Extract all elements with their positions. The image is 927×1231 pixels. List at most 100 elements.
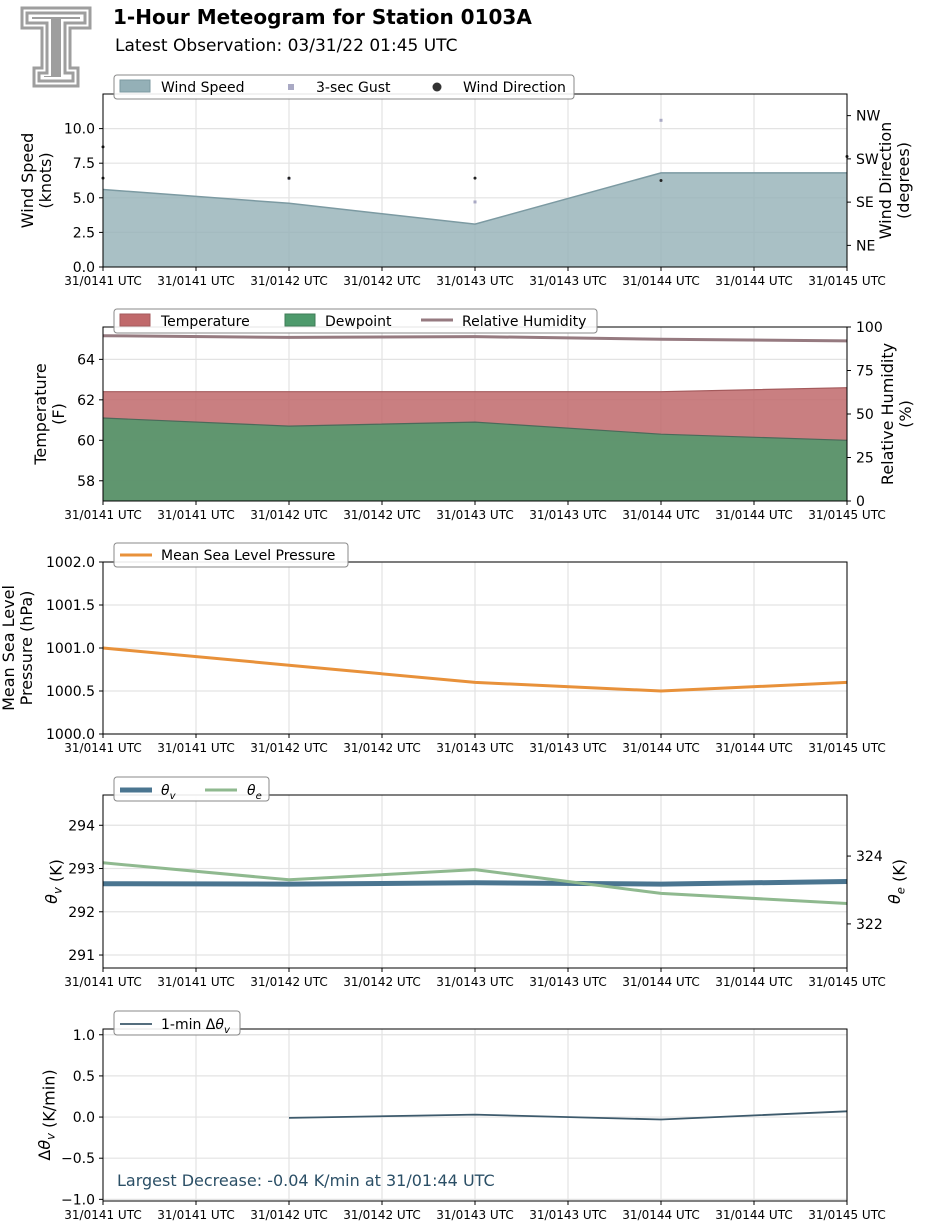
y-tick-label: 1000.0	[46, 727, 95, 743]
legend-label-direction: Wind Direction	[463, 80, 566, 96]
x-tick-label: 31/0143 UTC	[529, 508, 606, 522]
y-tick-label: 7.5	[73, 156, 95, 172]
x-tick-label: 31/0141 UTC	[64, 975, 141, 989]
legend-label-temperature: Temperature	[160, 314, 250, 330]
relative-humidity-line	[102, 334, 848, 343]
x-tick-label: 31/0141 UTC	[157, 1208, 234, 1222]
gust-point	[473, 200, 477, 204]
y-tick-label: 2.5	[73, 225, 95, 241]
y-tick-label: 60	[77, 433, 95, 449]
y2-tick-label: SW	[856, 152, 879, 168]
x-tick-label: 31/0143 UTC	[436, 741, 513, 755]
x-tick-label: 31/0144 UTC	[715, 274, 792, 288]
y-tick-label: 10.0	[64, 122, 95, 138]
y-tick-label: 0.0	[73, 260, 95, 276]
y-axis-label: (F)	[49, 403, 68, 425]
wind-speed-line	[102, 172, 847, 225]
dewpoint-line	[102, 417, 848, 441]
legend-box	[113, 308, 598, 334]
x-tick-label: 31/0143 UTC	[529, 274, 606, 288]
x-tick-label: 31/0144 UTC	[715, 741, 792, 755]
y-tick-label: 292	[68, 905, 95, 921]
y2-tick-label: 75	[856, 364, 874, 380]
x-tick-label: 31/0142 UTC	[343, 975, 420, 989]
y-axis-label: Wind Speed	[18, 133, 37, 228]
x-tick-label: 31/0142 UTC	[343, 274, 420, 288]
legend-label-theta-v: θv	[161, 783, 177, 802]
x-tick-label: 31/0141 UTC	[64, 741, 141, 755]
dewpoint-area	[103, 418, 847, 501]
legend-label-wind-speed: Wind Speed	[161, 80, 245, 96]
largest-decrease-annotation: Largest Decrease: -0.04 K/min at 31/01:4…	[117, 1171, 495, 1190]
y2-axis-label: (degrees)	[894, 142, 913, 219]
legend-swatch-temperature	[119, 313, 151, 327]
legend-box	[113, 1010, 241, 1036]
legend-label-dewpoint: Dewpoint	[325, 314, 392, 330]
x-tick-label: 31/0144 UTC	[622, 975, 699, 989]
wind-direction-point	[287, 176, 291, 180]
x-tick-label: 31/0144 UTC	[622, 508, 699, 522]
x-tick-label: 31/0145 UTC	[808, 274, 885, 288]
legend-box	[113, 776, 270, 802]
x-tick-label: 31/0141 UTC	[157, 975, 234, 989]
delta-theta-line	[288, 1110, 848, 1121]
double-t-icon	[20, 6, 92, 88]
y2-tick-label: 322	[856, 917, 883, 933]
y-tick-label: 1001.0	[46, 641, 95, 657]
mslp-line	[102, 646, 848, 693]
temperature-panel: 31/0141 UTC 31/0141 UTC 31/0142 UTC 31/0142…	[31, 308, 915, 522]
legend-box	[113, 542, 349, 568]
y-tick-label: 1002.0	[46, 555, 95, 571]
texas-tech-logo	[20, 6, 92, 88]
legend-swatch-gust	[288, 84, 294, 90]
y-tick-label: 0.0	[73, 1110, 95, 1126]
y2-tick-label: 50	[856, 407, 874, 423]
x-tick-label: 31/0143 UTC	[436, 508, 513, 522]
x-tick-label: 31/0144 UTC	[715, 975, 792, 989]
x-tick-label: 31/0144 UTC	[715, 1208, 792, 1222]
y-tick-label: 0.5	[73, 1069, 95, 1085]
x-tick-label: 31/0143 UTC	[436, 975, 513, 989]
legend-label-delta-theta: 1-min Δθv	[161, 1017, 231, 1036]
legend-label-theta-e: θe	[247, 783, 262, 802]
x-tick-label: 31/0145 UTC	[808, 1208, 885, 1222]
y2-tick-label: NE	[856, 238, 875, 254]
x-tick-label: 31/0141 UTC	[157, 508, 234, 522]
page-title: 1-Hour Meteogram for Station 0103A	[113, 5, 532, 29]
wind-direction-point	[473, 176, 477, 180]
y-tick-label: 62	[77, 393, 95, 409]
wind-speed-area	[103, 172, 847, 267]
x-tick-label: 31/0142 UTC	[250, 975, 327, 989]
y2-tick-label: 324	[856, 849, 883, 865]
theta-panel: 31/0141 UTC 31/0141 UTC 31/0142 UTC 31/0142…	[42, 776, 908, 989]
x-tick-label: 31/0141 UTC	[64, 1208, 141, 1222]
x-tick-label: 31/0142 UTC	[250, 741, 327, 755]
delta-theta-panel: 31/0141 UTC 31/0141 UTC 31/0142 UTC 31/0142…	[35, 1010, 886, 1222]
x-tick-label: 31/0144 UTC	[622, 741, 699, 755]
y-tick-label: 1000.5	[46, 684, 95, 700]
y2-tick-label: 100	[856, 320, 883, 336]
y-tick-label: 294	[68, 818, 95, 834]
y-tick-label: 5.0	[73, 191, 95, 207]
y2-tick-label: 0	[856, 494, 865, 510]
mslp-panel: 31/0141 UTC 31/0141 UTC 31/0142 UTC 31/0142…	[0, 542, 886, 755]
y-tick-label: 64	[77, 352, 95, 368]
wind-direction-point	[659, 179, 663, 182]
x-tick-label: 31/0144 UTC	[622, 1208, 699, 1222]
y-tick-label: 293	[68, 862, 95, 878]
x-tick-label: 31/0145 UTC	[808, 508, 885, 522]
x-tick-label: 31/0142 UTC	[343, 741, 420, 755]
legend-label-mslp: Mean Sea Level Pressure	[161, 548, 335, 564]
x-tick-label: 31/0145 UTC	[808, 975, 885, 989]
x-tick-label: 31/0143 UTC	[436, 1208, 513, 1222]
x-tick-label: 31/0142 UTC	[343, 508, 420, 522]
x-tick-label: 31/0141 UTC	[157, 274, 234, 288]
theta-v-line	[102, 879, 848, 887]
x-tick-label: 31/0142 UTC	[250, 274, 327, 288]
temperature-line	[103, 387, 848, 393]
y-tick-label: −0.5	[61, 1151, 95, 1167]
x-tick-label: 31/0144 UTC	[715, 508, 792, 522]
y2-axis-label: Relative Humidity	[878, 343, 897, 485]
legend-label-rh: Relative Humidity	[462, 314, 586, 330]
